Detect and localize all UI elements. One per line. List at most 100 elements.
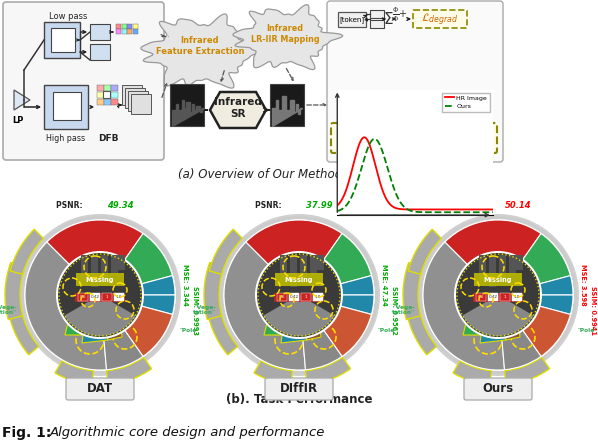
- Text: "Pole": "Pole": [179, 327, 199, 332]
- Wedge shape: [423, 242, 498, 370]
- Wedge shape: [206, 302, 238, 355]
- Ours: [427, 210, 434, 215]
- Bar: [270, 84, 304, 126]
- Wedge shape: [423, 242, 505, 370]
- Wedge shape: [445, 220, 546, 295]
- HR Image: [334, 203, 341, 208]
- Text: 1.0: 1.0: [315, 296, 321, 300]
- Wedge shape: [47, 220, 143, 295]
- Wedge shape: [25, 242, 100, 370]
- Bar: [317, 255, 324, 270]
- Polygon shape: [463, 315, 493, 335]
- Bar: [76, 273, 124, 286]
- Text: Missing: Missing: [484, 277, 512, 283]
- Wedge shape: [100, 237, 175, 295]
- Text: Fig. 1:: Fig. 1:: [2, 426, 51, 440]
- Wedge shape: [5, 263, 25, 319]
- Bar: [121, 24, 127, 29]
- Text: 0.6: 0.6: [478, 296, 484, 300]
- Legend: HR Image, Ours: HR Image, Ours: [442, 93, 490, 112]
- Polygon shape: [480, 317, 506, 343]
- Ours: [426, 210, 434, 215]
- Wedge shape: [25, 242, 106, 370]
- Wedge shape: [498, 295, 541, 370]
- Wedge shape: [93, 242, 175, 370]
- Text: Low pass: Low pass: [49, 12, 87, 21]
- Wedge shape: [498, 233, 570, 295]
- Wedge shape: [505, 357, 550, 385]
- Wedge shape: [100, 233, 172, 295]
- Ours: [334, 208, 341, 214]
- Bar: [111, 255, 118, 275]
- Wedge shape: [10, 229, 44, 274]
- Wedge shape: [445, 220, 541, 295]
- Bar: [90, 24, 110, 40]
- Ours: [465, 210, 472, 215]
- Wedge shape: [462, 295, 533, 336]
- Bar: [111, 85, 117, 91]
- Wedge shape: [498, 295, 573, 314]
- Bar: [44, 85, 88, 129]
- Wedge shape: [299, 233, 371, 295]
- Text: 37.99: 37.99: [306, 202, 332, 211]
- Bar: [81, 255, 88, 280]
- Text: PSNR:: PSNR:: [454, 202, 483, 211]
- Wedge shape: [498, 276, 573, 295]
- Polygon shape: [503, 315, 520, 340]
- Bar: [338, 12, 366, 27]
- Bar: [75, 293, 125, 302]
- Text: $\mathcal{L}_{SpectralFidelity}$: $\mathcal{L}_{SpectralFidelity}$: [377, 131, 451, 147]
- Bar: [370, 20, 384, 28]
- Bar: [170, 84, 204, 126]
- Wedge shape: [492, 242, 573, 370]
- Wedge shape: [220, 216, 378, 374]
- Polygon shape: [14, 90, 30, 110]
- Wedge shape: [299, 237, 374, 295]
- Wedge shape: [224, 242, 299, 370]
- Wedge shape: [65, 295, 136, 336]
- Bar: [127, 30, 132, 34]
- Wedge shape: [218, 214, 380, 376]
- Line: Ours: Ours: [337, 139, 493, 212]
- Wedge shape: [224, 242, 299, 370]
- Wedge shape: [55, 361, 93, 385]
- Wedge shape: [405, 302, 437, 355]
- Wedge shape: [498, 295, 573, 332]
- Bar: [370, 10, 384, 18]
- Polygon shape: [82, 317, 108, 343]
- Bar: [516, 255, 523, 270]
- Bar: [509, 255, 516, 275]
- Wedge shape: [498, 237, 573, 295]
- Text: 0.42: 0.42: [489, 296, 498, 300]
- Bar: [111, 99, 117, 105]
- HR Image: [466, 207, 473, 212]
- Wedge shape: [100, 237, 175, 295]
- Bar: [474, 273, 522, 286]
- Bar: [313, 293, 323, 301]
- Text: (b). Task Performance: (b). Task Performance: [226, 393, 372, 406]
- Bar: [489, 255, 496, 287]
- Text: 49.34: 49.34: [106, 202, 133, 211]
- Wedge shape: [498, 295, 573, 332]
- Wedge shape: [100, 295, 175, 314]
- Text: "Vege-
tation": "Vege- tation": [193, 305, 216, 315]
- Wedge shape: [19, 214, 181, 376]
- Wedge shape: [498, 295, 570, 357]
- Bar: [51, 28, 75, 52]
- Text: SSIM: 0.9993: SSIM: 0.9993: [192, 285, 198, 335]
- Bar: [97, 99, 103, 105]
- Wedge shape: [246, 220, 347, 295]
- Bar: [114, 293, 124, 301]
- Wedge shape: [224, 242, 306, 370]
- Wedge shape: [254, 361, 292, 385]
- Wedge shape: [403, 263, 423, 319]
- Bar: [91, 255, 98, 287]
- Text: 0.6: 0.6: [279, 296, 285, 300]
- Wedge shape: [445, 220, 546, 295]
- Text: 0.42: 0.42: [289, 296, 298, 300]
- Ours: [489, 210, 496, 215]
- Bar: [289, 293, 299, 301]
- Text: Infrared
Feature Extraction: Infrared Feature Extraction: [155, 36, 244, 56]
- Bar: [473, 293, 523, 302]
- Wedge shape: [498, 295, 563, 370]
